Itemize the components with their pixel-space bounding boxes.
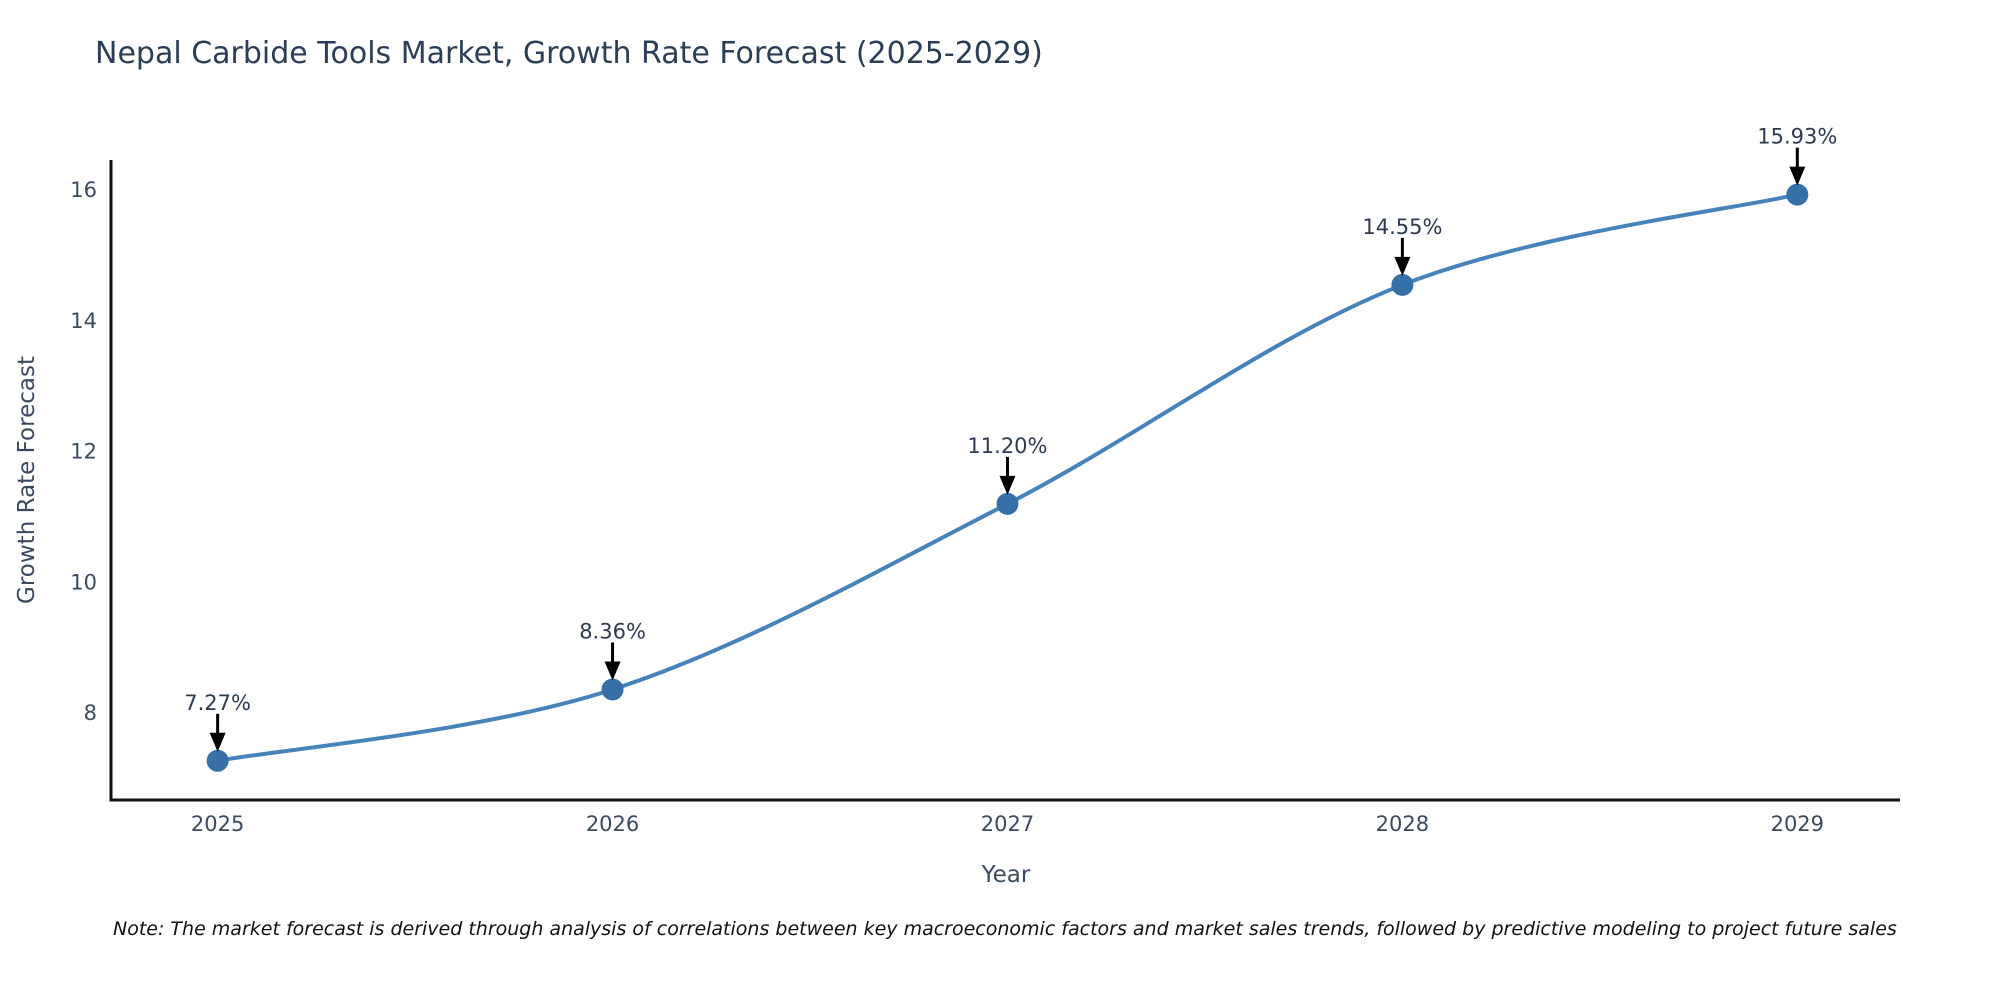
x-tick-label: 2029: [1771, 812, 1824, 836]
data-point-label: 14.55%: [1362, 215, 1442, 239]
x-tick-label: 2028: [1376, 812, 1429, 836]
y-tick-label: 14: [70, 309, 97, 333]
data-point-marker: [206, 749, 229, 772]
data-point-label: 7.27%: [184, 691, 251, 715]
x-axis-label: Year: [981, 862, 1031, 888]
data-point-label: 11.20%: [967, 434, 1047, 458]
data-point-label: 8.36%: [579, 620, 646, 644]
y-tick-label: 10: [70, 570, 97, 594]
x-tick-label: 2025: [191, 812, 244, 836]
y-tick-label: 12: [70, 440, 97, 464]
data-point-marker: [601, 678, 624, 701]
annotation-arrow-head: [1789, 166, 1806, 186]
annotation-arrow-head: [604, 661, 621, 681]
data-point-marker: [996, 492, 1019, 515]
chart-title: Nepal Carbide Tools Market, Growth Rate …: [95, 36, 1043, 71]
footnote: Note: The market forecast is derived thr…: [113, 918, 1897, 940]
y-tick-label: 16: [70, 178, 97, 202]
annotation-arrow-head: [209, 732, 226, 752]
x-tick-label: 2027: [981, 812, 1034, 836]
x-tick-label: 2026: [586, 812, 639, 836]
data-point-marker: [1786, 183, 1809, 206]
annotation-arrow-head: [1394, 256, 1411, 276]
data-point-label: 15.93%: [1757, 125, 1837, 149]
y-tick-label: 8: [84, 701, 97, 725]
annotation-arrow-head: [999, 475, 1016, 495]
data-point-marker: [1391, 273, 1414, 296]
